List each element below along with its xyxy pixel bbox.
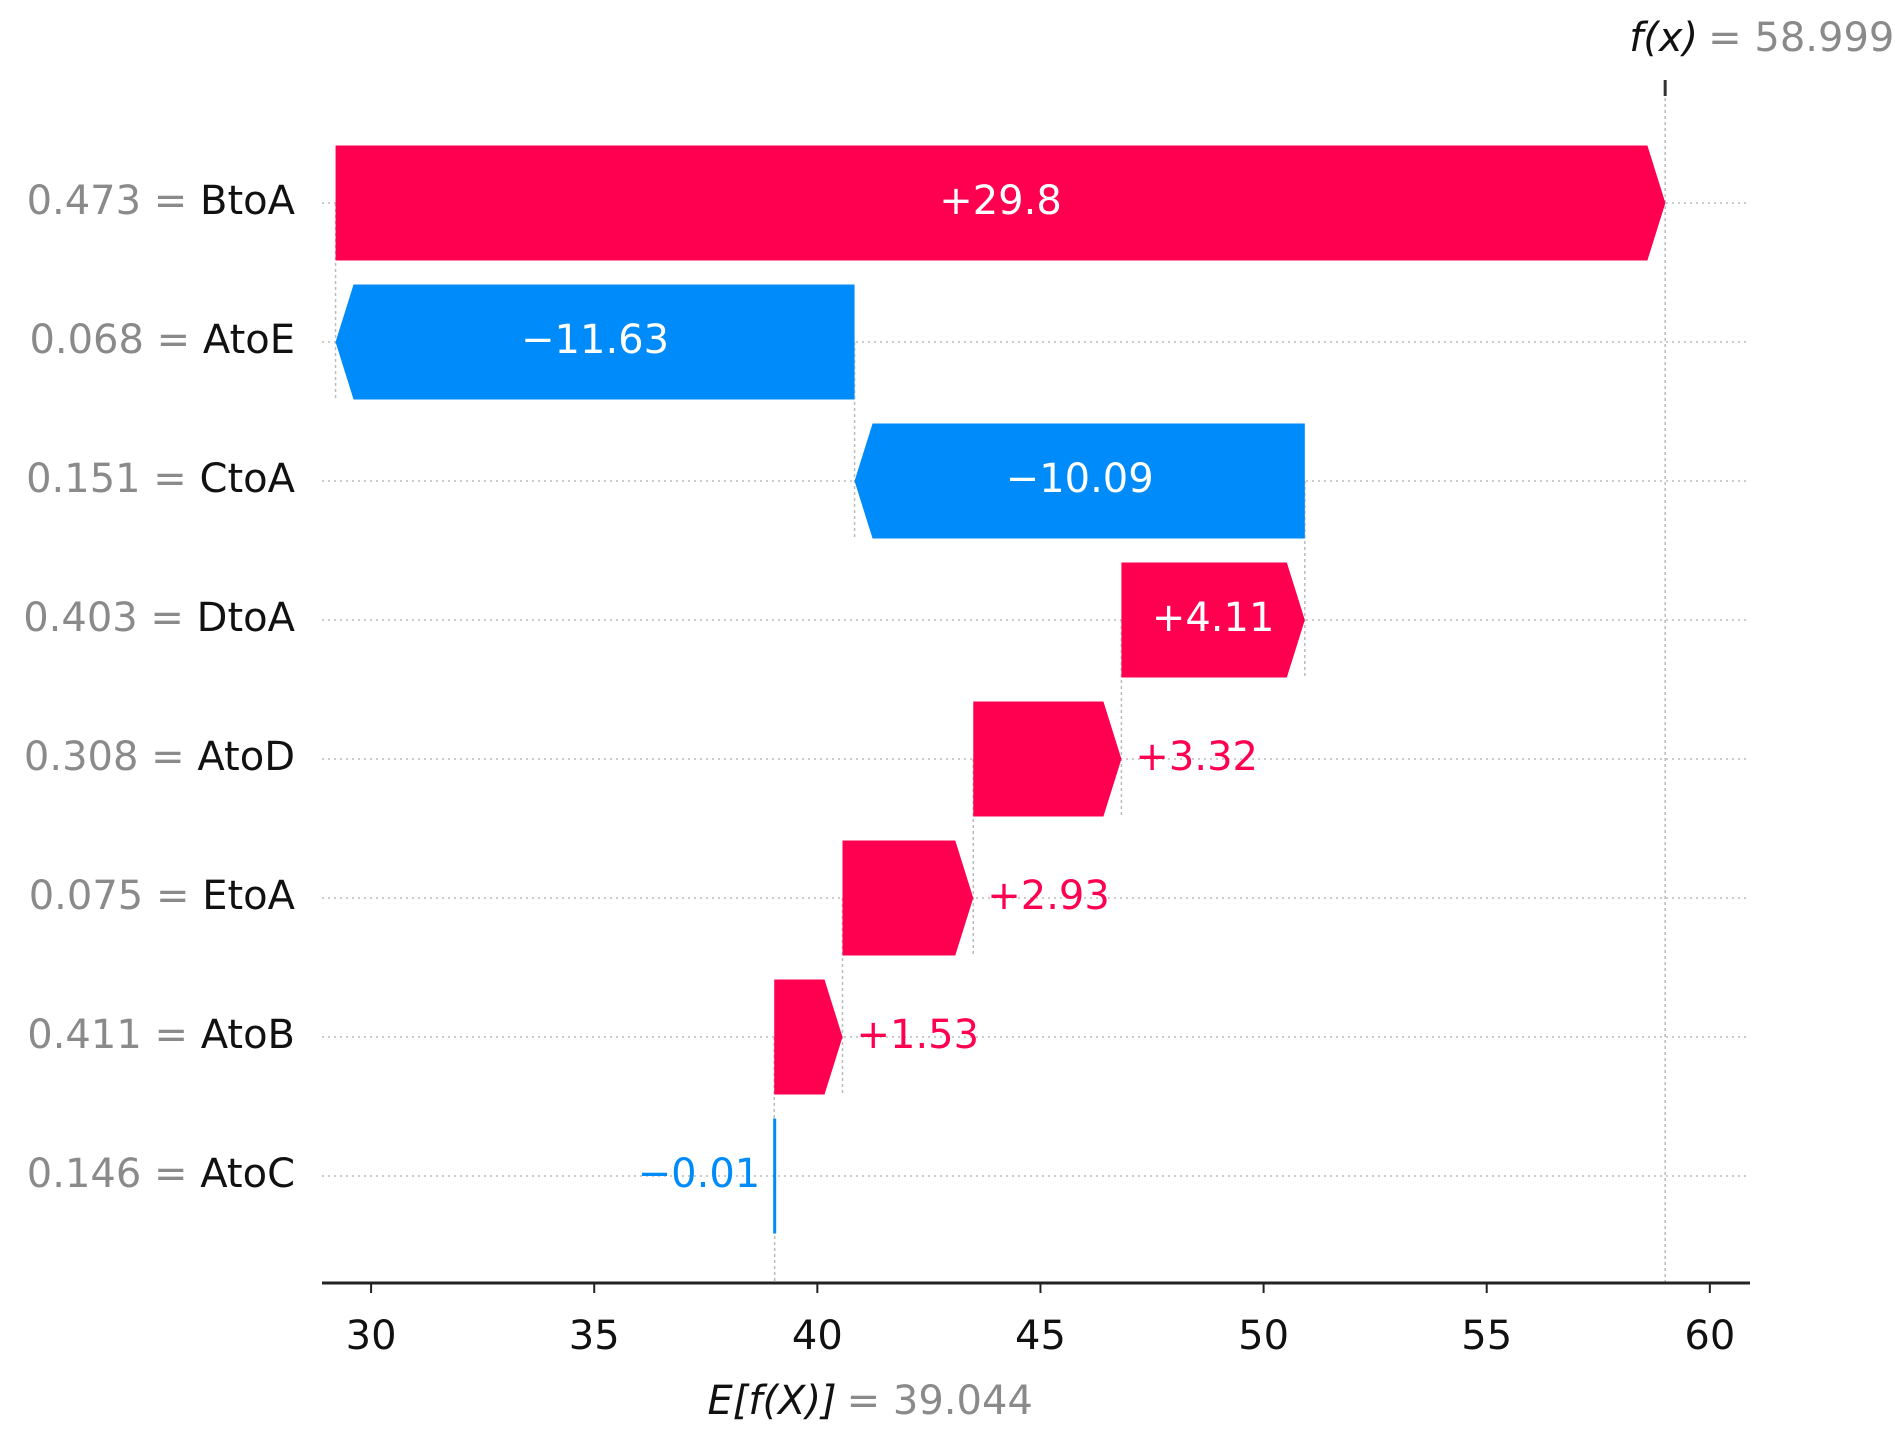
feature-name: AtoB [201,1012,295,1058]
feature-label: 0.403 = DtoA [23,595,295,641]
value-label: +4.11 [1152,595,1275,641]
feature-value: 0.308 = [24,734,185,780]
feature-value: 0.411 = [27,1012,188,1058]
bar [973,701,1122,817]
grid [322,80,1750,1283]
feature-value: 0.075 = [29,873,190,919]
bar [335,145,1666,261]
feature-value: 0.146 = [27,1151,188,1197]
feature-label: 0.075 = EtoA [29,873,296,919]
output-value: = 58.999 [1708,15,1894,61]
bar [335,284,855,400]
feature-name: AtoE [203,317,295,363]
value-label: −0.01 [638,1151,761,1197]
feature-label: 0.411 = AtoB [27,1012,295,1058]
bar [773,1118,777,1234]
value-label: −11.63 [521,317,669,363]
feature-label: 0.146 = AtoC [27,1151,295,1197]
feature-value: 0.403 = [23,595,184,641]
feature-name: AtoD [197,734,295,780]
x-tick-label: 60 [1684,1313,1735,1359]
feature-name: BtoA [200,178,296,224]
output-name: f(x) [1629,15,1698,61]
x-tick-label: 50 [1238,1313,1289,1359]
feature-value: 0.068 = [29,317,190,363]
value-label: +3.32 [1135,734,1258,780]
feature-value: 0.151 = [26,456,187,502]
base-name: E[f(X)] [707,1378,836,1424]
feature-value: 0.473 = [27,178,188,224]
feature-name: EtoA [202,873,295,919]
feature-label: 0.473 = BtoA [27,178,296,224]
plot: +29.8 −11.63 −10.09 +4.11 +3.32 +2.93 +1.53 −0.… [335,145,1666,1234]
bar [842,840,974,956]
value-label: −10.09 [1006,456,1154,502]
feature-label: 0.308 = AtoD [24,734,295,780]
base-value: = 39.044 [847,1378,1033,1424]
feature-name: CtoA [200,456,296,502]
feature-label: 0.068 = AtoE [29,317,295,363]
x-tick-label: 45 [1015,1313,1066,1359]
feature-name: DtoA [197,595,296,641]
bar [774,979,843,1095]
feature-label: 0.151 = CtoA [26,456,296,502]
bar [1121,562,1305,678]
x-tick-label: 30 [346,1313,397,1359]
feature-name: AtoC [200,1151,295,1197]
x-tick-label: 55 [1461,1313,1512,1359]
bar [854,423,1305,539]
value-label: +2.93 [987,873,1110,919]
value-label: +29.8 [939,178,1062,224]
x-tick-label: 40 [792,1313,843,1359]
value-label: +1.53 [857,1012,980,1058]
x-tick-label: 35 [569,1313,620,1359]
